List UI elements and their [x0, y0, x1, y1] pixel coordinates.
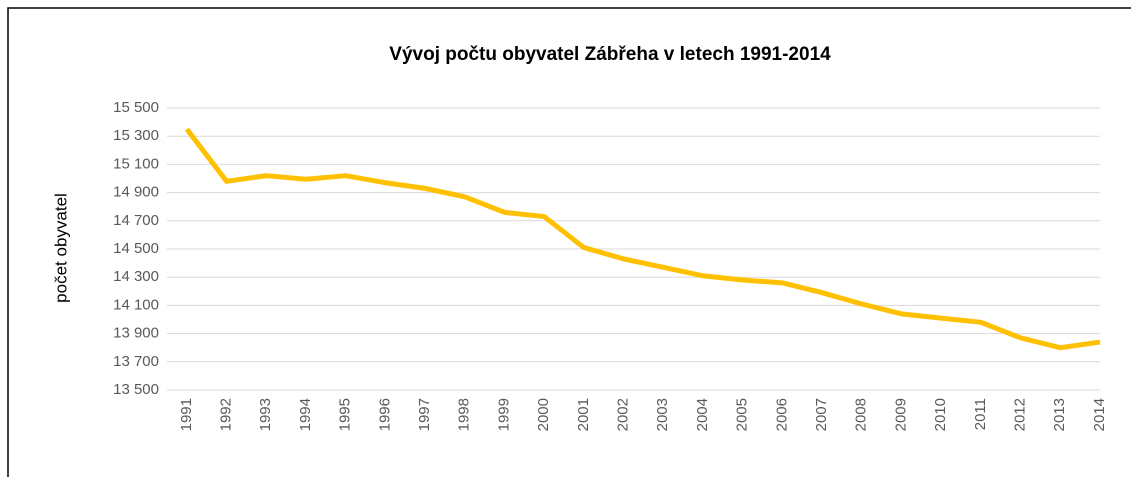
x-tick-label: 2013	[1051, 398, 1068, 431]
x-tick-label: 2006	[773, 398, 790, 431]
y-tick-label: 15 500	[113, 99, 159, 116]
y-tick-label: 14 100	[113, 296, 159, 313]
x-tick-label: 2000	[535, 398, 552, 431]
x-tick-label: 2004	[694, 398, 711, 431]
x-tick-label: 2008	[853, 398, 870, 431]
x-tick-label: 2002	[615, 398, 632, 431]
x-tick-label: 1991	[178, 398, 195, 431]
x-tick-label: 1994	[297, 398, 314, 431]
y-tick-label: 13 700	[113, 353, 159, 370]
x-tick-label: 1992	[218, 398, 235, 431]
y-tick-label: 14 700	[113, 212, 159, 229]
y-tick-label: 14 300	[113, 268, 159, 285]
x-tick-label: 1999	[495, 398, 512, 431]
x-tick-label: 2010	[932, 398, 949, 431]
x-tick-label: 2014	[1091, 398, 1108, 431]
x-tick-label: 2001	[575, 398, 592, 431]
x-tick-label: 2011	[972, 398, 989, 430]
y-axis-title: počet obyvatel	[51, 193, 70, 303]
x-tick-label: 1997	[416, 398, 433, 431]
y-tick-label: 14 500	[113, 240, 159, 257]
x-tick-label: 2009	[892, 398, 909, 431]
data-line	[184, 127, 1101, 351]
x-tick-label: 2005	[734, 398, 751, 431]
y-tick-label: 15 100	[113, 155, 159, 172]
y-tick-label: 13 900	[113, 325, 159, 342]
x-tick-label: 1996	[376, 398, 393, 431]
chart-frame	[7, 7, 1131, 477]
x-tick-label: 1995	[337, 398, 354, 431]
x-tick-label: 2003	[654, 398, 671, 431]
x-tick-label: 1993	[257, 398, 274, 431]
y-tick-label: 14 900	[113, 184, 159, 201]
y-tick-label: 15 300	[113, 127, 159, 144]
x-tick-label: 2012	[1012, 398, 1029, 431]
x-tick-label: 2007	[813, 398, 830, 431]
chart-title: Vývoj počtu obyvatel Zábřeha v letech 19…	[389, 44, 831, 65]
x-tick-label: 1998	[456, 398, 473, 431]
y-tick-label: 13 500	[113, 381, 159, 398]
